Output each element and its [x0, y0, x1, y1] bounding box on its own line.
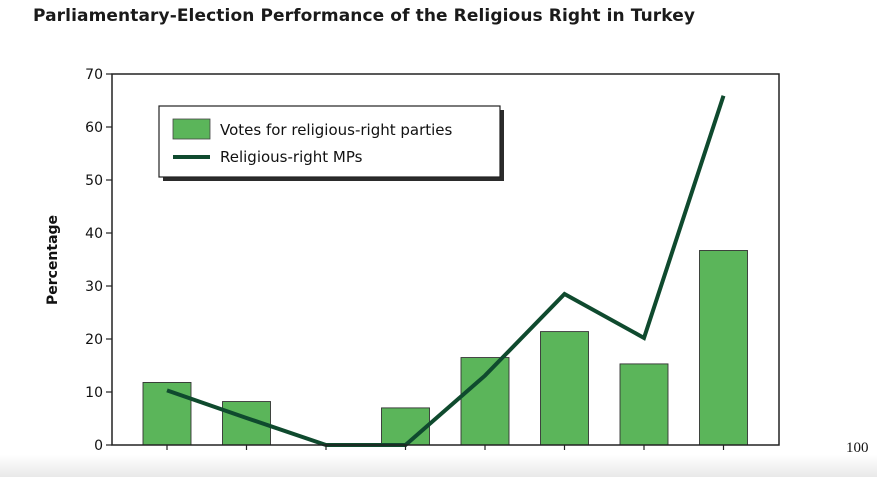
bar-1973: [142, 382, 192, 446]
line-layer: [166, 95, 726, 447]
y-tick-label: 50: [85, 173, 103, 189]
y-tick-label: 0: [94, 438, 103, 454]
y-tick-label: 20: [85, 332, 103, 348]
line-religious-right-mps: [166, 95, 726, 447]
legend-box: [158, 105, 501, 178]
legend-label-mps: Religious-right MPs: [220, 148, 363, 166]
bar-1999: [619, 363, 669, 446]
bar-1995: [540, 331, 589, 446]
legend-swatch-votes: [172, 118, 211, 140]
y-tick-label: 40: [85, 226, 103, 242]
bottom-band: [0, 455, 877, 477]
legend: Votes for religious-right parties Religi…: [158, 105, 504, 181]
y-tick-label: 70: [85, 67, 103, 83]
bar-1991: [460, 357, 510, 446]
legend-label-votes: Votes for religious-right parties: [220, 121, 453, 139]
y-tick-label: 30: [85, 279, 103, 295]
chart-title: Parliamentary-Election Performance of th…: [33, 6, 696, 26]
y-tick-label: 60: [85, 120, 103, 136]
y-tick-label: 10: [85, 385, 103, 401]
bars-layer: [142, 250, 748, 446]
plot-frame: [111, 73, 780, 446]
corner-note: 100: [846, 440, 869, 456]
bar-1987: [381, 407, 430, 446]
y-axis: 0 10 20 30 40 50 60 70: [85, 67, 112, 454]
y-axis-label: Percentage: [45, 215, 61, 305]
bar-2002: [699, 250, 748, 446]
